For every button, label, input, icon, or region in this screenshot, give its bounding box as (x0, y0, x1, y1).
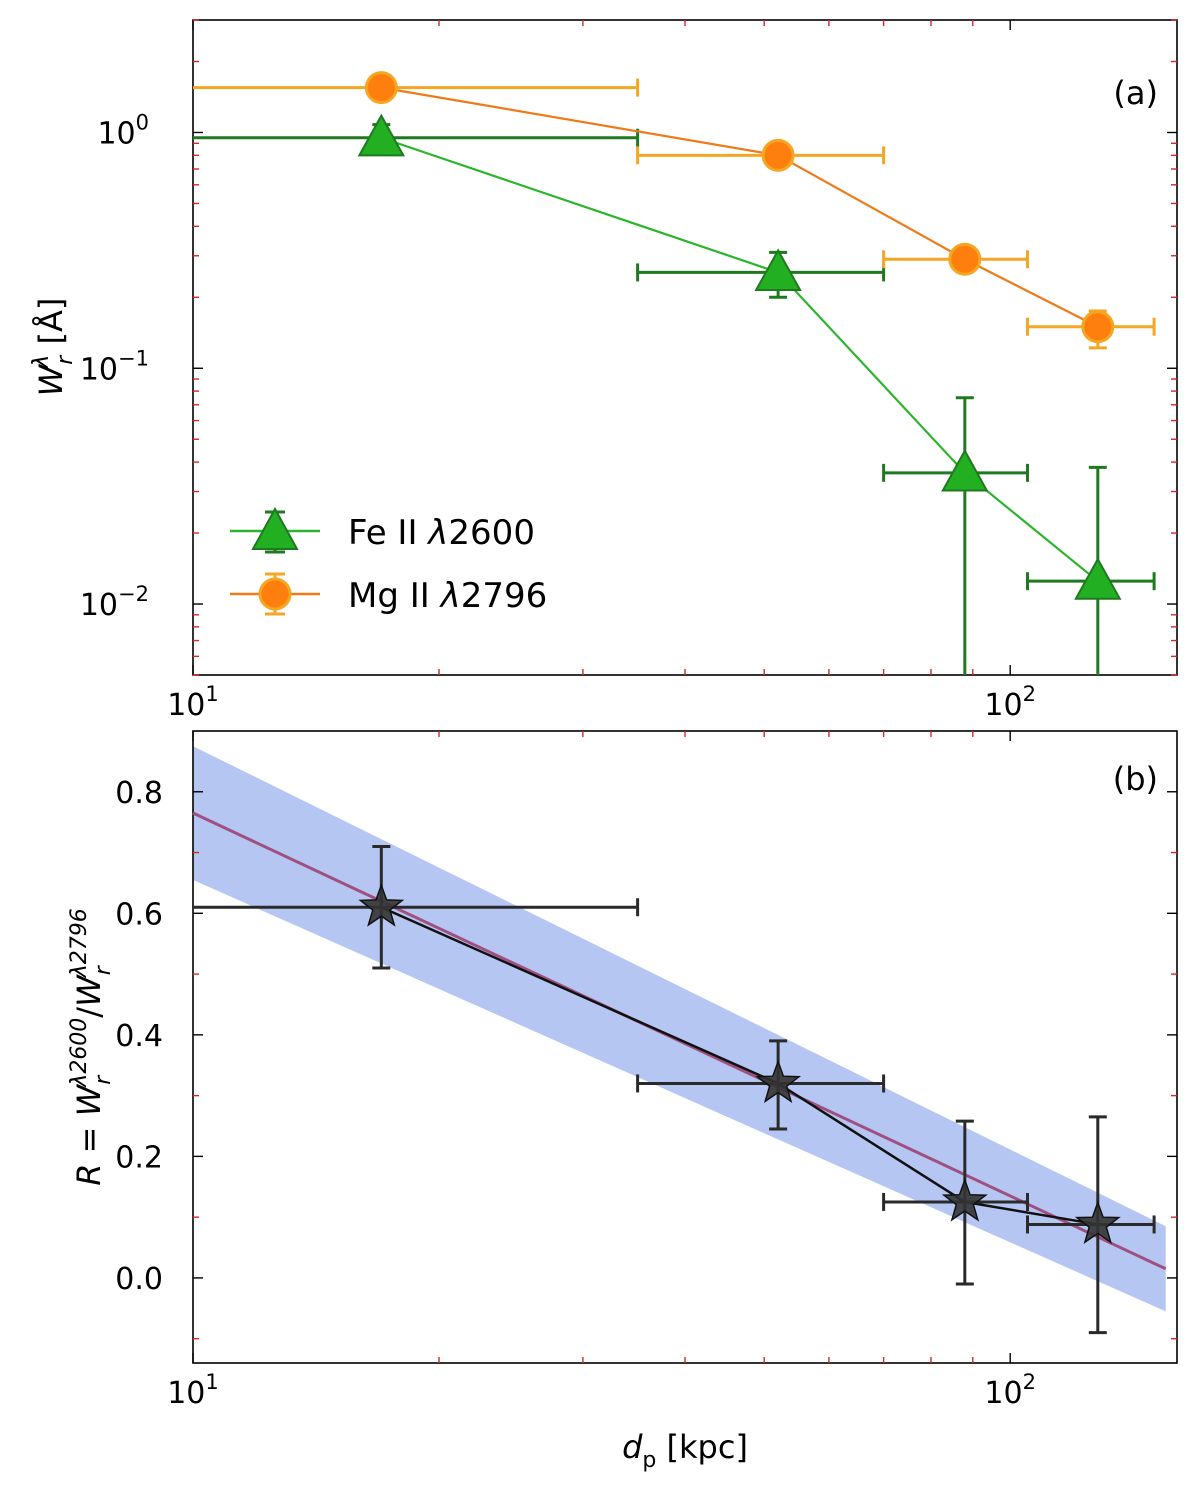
triangle-marker (941, 448, 989, 492)
star-marker (941, 1177, 988, 1222)
legend-mg-marker (258, 577, 292, 611)
y-tick-label: 0.4 (115, 1019, 163, 1054)
circle-marker (948, 242, 982, 276)
panel-b-data (192, 811, 1167, 1335)
data-point (636, 138, 886, 172)
data-point (193, 71, 640, 105)
data-point (882, 1119, 1030, 1286)
star-marker (755, 1059, 802, 1104)
legend-entry-mg: Mg II λ2796 (230, 572, 547, 616)
y-tick-label: 10−2 (80, 582, 149, 623)
circle-marker (1081, 310, 1115, 344)
data-point (193, 113, 640, 157)
triangle-marker (357, 113, 406, 157)
y-tick-label: 0.6 (115, 897, 163, 932)
x-tick-label: 102 (984, 682, 1036, 723)
x-tick-label: 102 (984, 1370, 1036, 1411)
x-tick-label: 101 (167, 1370, 219, 1411)
star-marker (358, 882, 405, 927)
data-point (636, 248, 886, 299)
panel-a-frame (192, 19, 1178, 676)
y-tick-label: 0.2 (115, 1140, 163, 1175)
fit-confidence-band (193, 746, 1166, 1312)
panel-a-data (193, 71, 1156, 675)
panel-a: 101 102 100 10−1 10−2 (a) Wrλ [Å] Fe II λ260… (29, 19, 1178, 723)
series-line (381, 86, 1099, 328)
y-tick-label: 10−1 (80, 346, 149, 387)
legend-mg-label: Mg II λ2796 (348, 576, 547, 616)
panel-b-band-layer (193, 746, 1166, 1312)
legend-fe-label: Fe II λ2600 (348, 513, 535, 553)
panel-b-tag: (b) (1113, 760, 1158, 798)
star-marker (1074, 1200, 1121, 1244)
circle-marker (761, 138, 795, 172)
panel-b: 101 102 0.0 0.2 0.4 0.6 0.8 (b) R = Wrλ2600/Wr… (67, 730, 1178, 1473)
series-line (380, 906, 1099, 1226)
legend: Fe II λ2600 Mg II λ2796 (230, 506, 547, 616)
y-tick-label: 0.8 (115, 776, 163, 811)
series-line (380, 136, 1099, 583)
panel-b-ticks: 101 102 0.0 0.2 0.4 0.6 0.8 (115, 731, 1177, 1411)
circle-marker (364, 71, 398, 105)
data-point (636, 1039, 886, 1131)
panel-a-ylabel: Wrλ [Å] (29, 298, 78, 397)
triangle-marker (754, 248, 802, 292)
panel-b-xlabel: dp [kpc] (622, 1428, 748, 1473)
legend-entry-fe: Fe II λ2600 (230, 506, 535, 554)
panel-a-ticks: 101 102 100 10−1 10−2 (80, 19, 1177, 723)
data-point (882, 242, 1030, 276)
data-point (882, 396, 1030, 675)
triangle-marker (1074, 557, 1122, 600)
y-tick-label: 0.0 (115, 1262, 163, 1297)
legend-fe-marker (251, 506, 299, 550)
x-tick-label: 101 (167, 682, 219, 723)
data-point (193, 844, 640, 970)
data-point (1026, 465, 1156, 675)
panel-a-tag: (a) (1113, 74, 1158, 112)
data-point (1026, 1115, 1156, 1335)
data-point (1026, 309, 1156, 350)
y-tick-label: 100 (97, 110, 149, 151)
panel-b-ylabel: R = Wrλ2600/Wrλ2796 (67, 908, 116, 1186)
